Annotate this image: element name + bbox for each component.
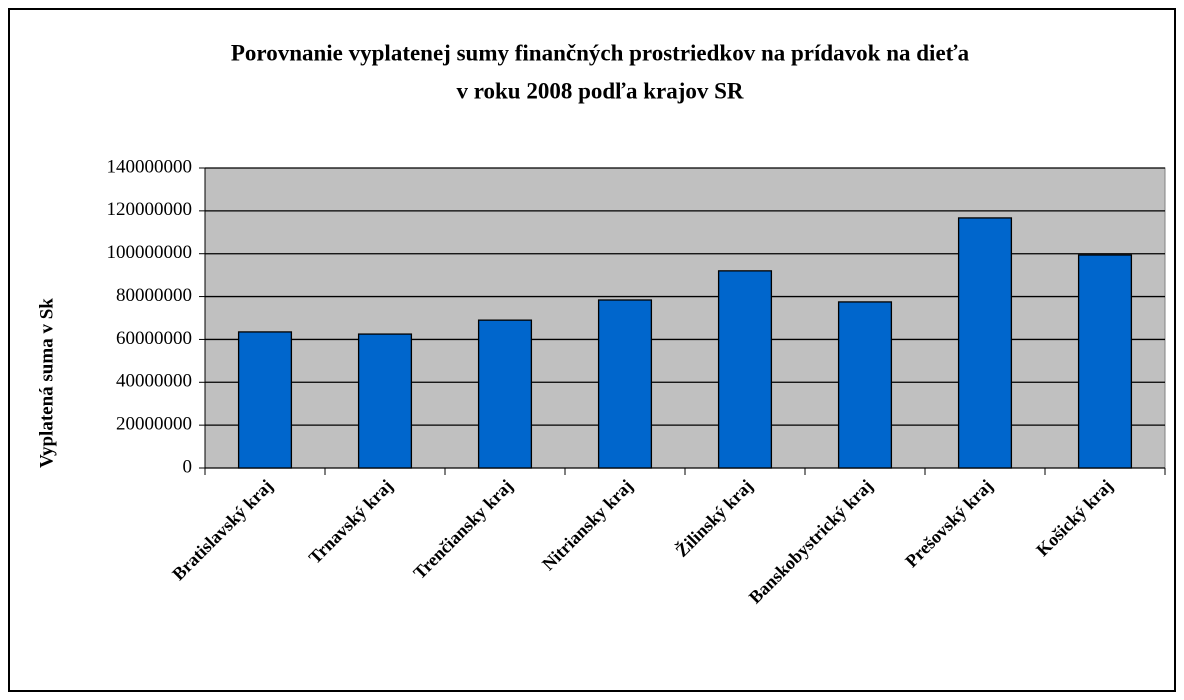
bar: [357, 333, 413, 469]
y-tick-label: 120000000: [107, 199, 193, 220]
y-tick-label: 20000000: [116, 414, 192, 435]
bar: [717, 270, 773, 469]
bar: [477, 319, 533, 469]
y-tick-label: 100000000: [107, 242, 193, 263]
y-tick-label: 60000000: [116, 328, 192, 349]
bar: [237, 331, 293, 469]
bar: [957, 217, 1013, 469]
bar: [597, 299, 653, 469]
bar: [837, 301, 893, 469]
y-tick-label: 80000000: [116, 285, 192, 306]
y-tick-label: 40000000: [116, 371, 192, 392]
y-tick-label: 0: [183, 456, 193, 477]
chart-title: Porovnanie vyplatenej sumy finančných pr…: [231, 40, 970, 65]
plot-area: [204, 167, 1166, 469]
chart-title: v roku 2008 podľa krajov SR: [456, 78, 743, 103]
y-axis-label: Vyplatená suma v Sk: [36, 298, 57, 468]
bar: [1077, 254, 1133, 469]
y-tick-label: 140000000: [107, 156, 193, 177]
